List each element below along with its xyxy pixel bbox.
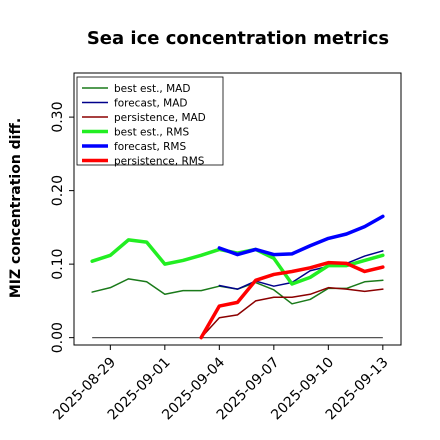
legend-box [76, 76, 224, 166]
legend-label: best est., RMS [114, 127, 189, 139]
y-tick-label: 0.10 [50, 249, 66, 280]
legend-label: persistence, MAD [114, 112, 206, 124]
series-line-2 [218, 250, 384, 290]
chart-title: Sea ice concentration metrics [87, 28, 389, 49]
legend: best est., MAD forecast, MAD persistence, … [76, 76, 224, 168]
y-tick-label: 0.00 [50, 322, 66, 353]
legend-label: forecast, RMS [114, 141, 186, 153]
y-axis: 0.00 0.10 0.20 0.30 [50, 102, 74, 353]
legend-label: best est., MAD [114, 83, 190, 95]
y-tick-label: 0.20 [50, 175, 66, 206]
x-axis: 2025-08-292025-09-012025-09-042025-09-07… [50, 345, 392, 423]
series-layer [90, 214, 385, 340]
y-axis-label: MIZ concentration diff. [8, 118, 24, 298]
series-line-5 [217, 214, 385, 257]
plot-area [73, 72, 402, 346]
legend-label: forecast, MAD [114, 98, 187, 110]
series-line-6 [199, 260, 385, 340]
legend-label: persistence, RMS [114, 156, 205, 168]
y-tick-label: 0.30 [50, 102, 66, 133]
series-line-3 [200, 286, 384, 339]
